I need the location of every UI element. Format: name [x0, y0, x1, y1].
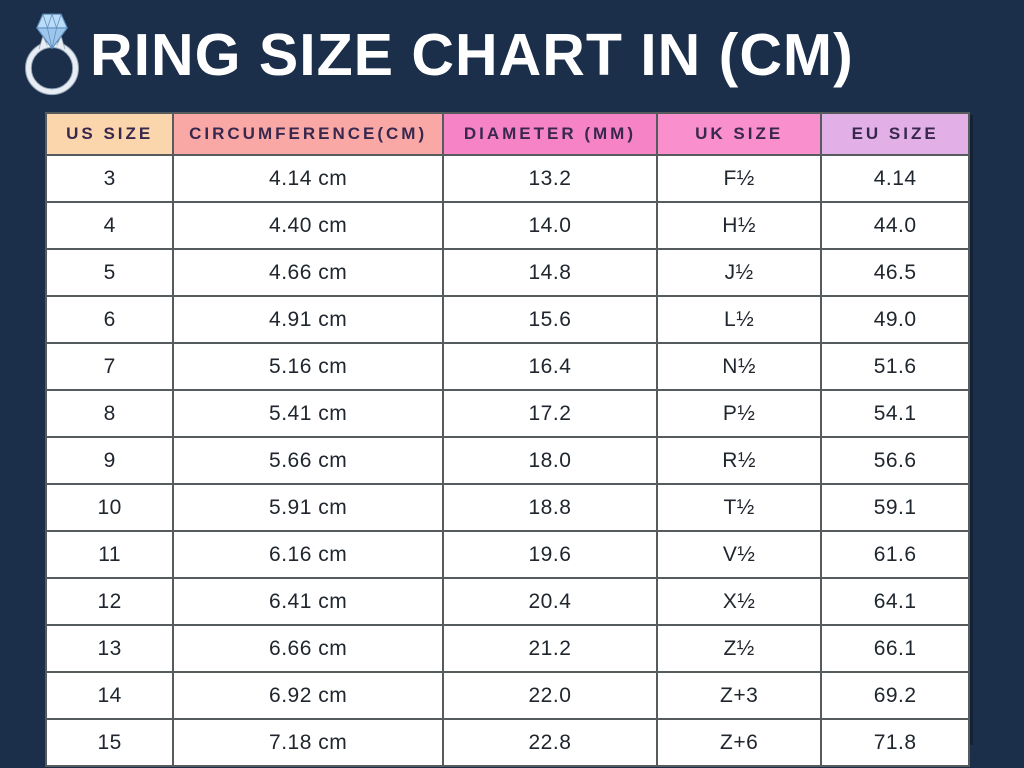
column-header-uk-size: UK SIZE: [655, 112, 823, 156]
table-cell: Z+6: [655, 718, 823, 767]
column-header-circumference-cm-: CIRCUMFERENCE(CM): [172, 112, 444, 156]
table-cell: L½: [655, 295, 823, 344]
table-cell: 13.2: [441, 154, 659, 203]
table-row: 9 5.66 cm 18.0 R½ 56.6: [44, 436, 970, 485]
table-cell: 8: [44, 389, 175, 438]
table-cell: 54.1: [820, 389, 970, 438]
table-row: 13 6.66 cm 21.2 Z½ 66.1: [44, 624, 970, 673]
table-cell: 12: [44, 577, 175, 626]
table-cell: 19.6: [441, 530, 659, 579]
ring-size-table: US SIZE CIRCUMFERENCE(CM) DIAMETER (MM) UK …: [44, 112, 970, 767]
table-cell: 44.0: [820, 201, 970, 250]
table-cell: V½: [655, 530, 823, 579]
table-cell: 10: [44, 483, 175, 532]
table-cell: 11: [44, 530, 175, 579]
table-cell: 20.4: [441, 577, 659, 626]
column-header-us-size: US SIZE: [44, 112, 175, 156]
table-cell: 22.0: [441, 671, 659, 720]
table-cell: 61.6: [820, 530, 970, 579]
diamond-ring-icon: [25, 13, 79, 96]
table-cell: X½: [655, 577, 823, 626]
column-header-eu-size: EU SIZE: [820, 112, 970, 156]
table-cell: 6.41 cm: [172, 577, 444, 626]
table-header-row: US SIZE CIRCUMFERENCE(CM) DIAMETER (MM) UK …: [44, 112, 970, 156]
table-cell: 14.0: [441, 201, 659, 250]
table-row: 6 4.91 cm 15.6 L½ 49.0: [44, 295, 970, 344]
table-cell: 59.1: [820, 483, 970, 532]
table-cell: 6: [44, 295, 175, 344]
table-cell: J½: [655, 248, 823, 297]
table-cell: F½: [655, 154, 823, 203]
table-row: 14 6.92 cm 22.0 Z+3 69.2: [44, 671, 970, 720]
table-cell: 71.8: [820, 718, 970, 767]
table-cell: 15.6: [441, 295, 659, 344]
table-row: 15 7.18 cm 22.8 Z+6 71.8: [44, 718, 970, 767]
table-cell: 4.14: [820, 154, 970, 203]
table-cell: 18.8: [441, 483, 659, 532]
table-cell: 5.41 cm: [172, 389, 444, 438]
table-cell: P½: [655, 389, 823, 438]
table-cell: 9: [44, 436, 175, 485]
table-cell: T½: [655, 483, 823, 532]
table-cell: 51.6: [820, 342, 970, 391]
table-cell: 46.5: [820, 248, 970, 297]
table-cell: 16.4: [441, 342, 659, 391]
table-cell: 5.66 cm: [172, 436, 444, 485]
table-body: 3 4.14 cm 13.2 F½ 4.14 4 4.40 cm 14.0 H½ 44.0 5 4.6…: [44, 154, 970, 767]
table-cell: 17.2: [441, 389, 659, 438]
table-row: 11 6.16 cm 19.6 V½ 61.6: [44, 530, 970, 579]
table-cell: 4.66 cm: [172, 248, 444, 297]
table-cell: 18.0: [441, 436, 659, 485]
table-cell: 4.14 cm: [172, 154, 444, 203]
table-cell: 6.16 cm: [172, 530, 444, 579]
table-cell: 3: [44, 154, 175, 203]
table-row: 4 4.40 cm 14.0 H½ 44.0: [44, 201, 970, 250]
table-cell: Z+3: [655, 671, 823, 720]
table-cell: 5.16 cm: [172, 342, 444, 391]
table-row: 3 4.14 cm 13.2 F½ 4.14: [44, 154, 970, 203]
table-cell: 4: [44, 201, 175, 250]
table-cell: 7: [44, 342, 175, 391]
table-cell: 64.1: [820, 577, 970, 626]
table-cell: 4.91 cm: [172, 295, 444, 344]
table-cell: 7.18 cm: [172, 718, 444, 767]
table-cell: 5: [44, 248, 175, 297]
table-cell: H½: [655, 201, 823, 250]
table-cell: 14: [44, 671, 175, 720]
table-cell: 21.2: [441, 624, 659, 673]
table-row: 10 5.91 cm 18.8 T½ 59.1: [44, 483, 970, 532]
table-cell: 4.40 cm: [172, 201, 444, 250]
table-row: 5 4.66 cm 14.8 J½ 46.5: [44, 248, 970, 297]
table-cell: R½: [655, 436, 823, 485]
table-cell: 49.0: [820, 295, 970, 344]
header-bar: RING SIZE CHART IN (CM): [0, 0, 1024, 104]
table-cell: 56.6: [820, 436, 970, 485]
table-row: 8 5.41 cm 17.2 P½ 54.1: [44, 389, 970, 438]
table-cell: N½: [655, 342, 823, 391]
table-cell: 5.91 cm: [172, 483, 444, 532]
table-cell: 66.1: [820, 624, 970, 673]
table-row: 7 5.16 cm 16.4 N½ 51.6: [44, 342, 970, 391]
column-header-diameter-mm-: DIAMETER (MM): [441, 112, 659, 156]
table-cell: 6.92 cm: [172, 671, 444, 720]
table-cell: 14.8: [441, 248, 659, 297]
table-cell: 69.2: [820, 671, 970, 720]
table-cell: Z½: [655, 624, 823, 673]
table-cell: 6.66 cm: [172, 624, 444, 673]
table-header: US SIZE CIRCUMFERENCE(CM) DIAMETER (MM) UK …: [44, 112, 970, 156]
table-cell: 22.8: [441, 718, 659, 767]
table-cell: 15: [44, 718, 175, 767]
table-cell: 13: [44, 624, 175, 673]
page-title: RING SIZE CHART IN (CM): [90, 21, 854, 88]
table-row: 12 6.41 cm 20.4 X½ 64.1: [44, 577, 970, 626]
ring-size-table-container: US SIZE CIRCUMFERENCE(CM) DIAMETER (MM) UK …: [44, 112, 970, 767]
